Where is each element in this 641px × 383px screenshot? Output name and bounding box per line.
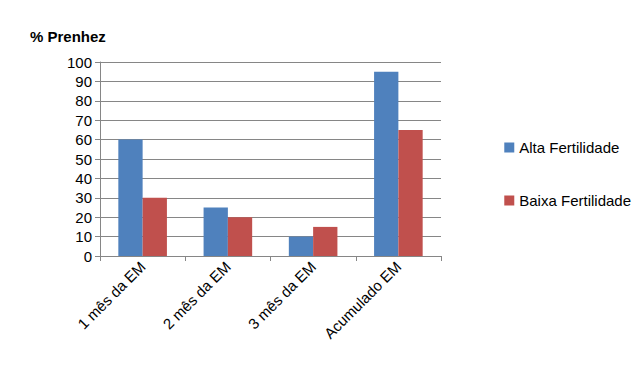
- svg-text:2 mês da EM: 2 mês da EM: [159, 258, 233, 332]
- svg-text:3 mês da EM: 3 mês da EM: [245, 258, 319, 332]
- svg-text:Acumulado EM: Acumulado EM: [321, 258, 405, 342]
- svg-text:10: 10: [75, 228, 92, 245]
- svg-text:30: 30: [75, 189, 92, 206]
- svg-text:50: 50: [75, 151, 92, 168]
- svg-text:1 mês da EM: 1 mês da EM: [74, 258, 148, 332]
- svg-text:% Prenhez: % Prenhez: [30, 28, 106, 45]
- svg-text:20: 20: [75, 209, 92, 226]
- svg-text:Baixa Fertilidade: Baixa Fertilidade: [519, 192, 631, 209]
- svg-text:40: 40: [75, 170, 92, 187]
- svg-text:100: 100: [67, 54, 92, 71]
- svg-text:60: 60: [75, 131, 92, 148]
- svg-text:80: 80: [75, 92, 92, 109]
- svg-text:90: 90: [75, 73, 92, 90]
- svg-text:70: 70: [75, 112, 92, 129]
- svg-text:Alta Fertilidade: Alta Fertilidade: [519, 139, 619, 156]
- svg-text:0: 0: [84, 248, 92, 265]
